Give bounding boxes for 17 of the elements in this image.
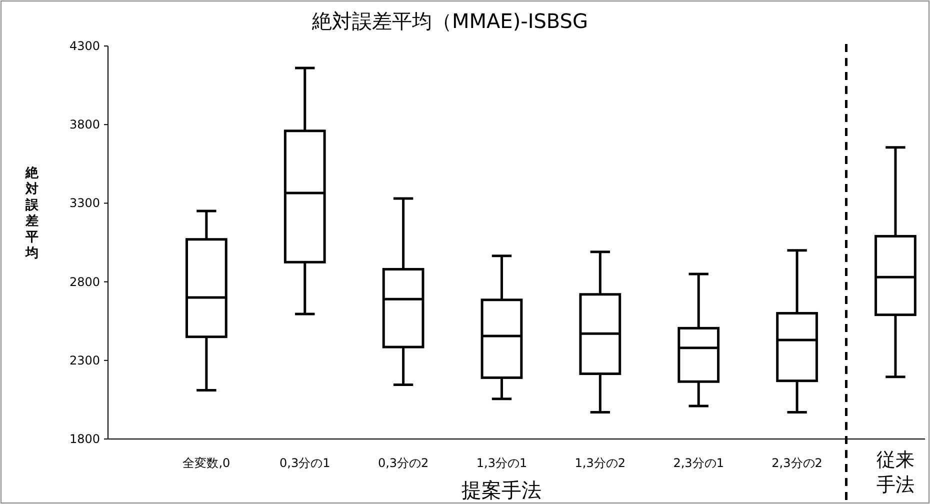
y-tick-label: 2300 [69, 353, 100, 368]
x-tick-label: 従来手法 [876, 449, 914, 496]
x-tick-label: 0,3分の1 [280, 456, 330, 470]
x-tick-label: 2,3分の1 [673, 456, 724, 470]
y-tick-label: 3300 [69, 196, 100, 210]
chart-title: 絶対誤差平均（MMAE)-ISBSG [310, 9, 588, 33]
x-tick-label: 1,3分の2 [574, 456, 626, 470]
y-tick-label: 3800 [69, 118, 100, 132]
x-tick-label: 1,3分の1 [476, 456, 528, 470]
y-tick-label: 2800 [69, 274, 100, 289]
y-axis-title: 絶対誤差平均 [24, 166, 40, 261]
x-tick-label: 全変数,0 [182, 456, 230, 470]
y-tick-label: 4300 [69, 39, 100, 53]
x-axis-title: 提案手法 [462, 478, 542, 502]
x-tick-label: 2,3分の2 [772, 456, 822, 470]
x-tick-label: 0,3分の2 [378, 456, 429, 470]
y-tick-label: 1800 [69, 432, 100, 446]
